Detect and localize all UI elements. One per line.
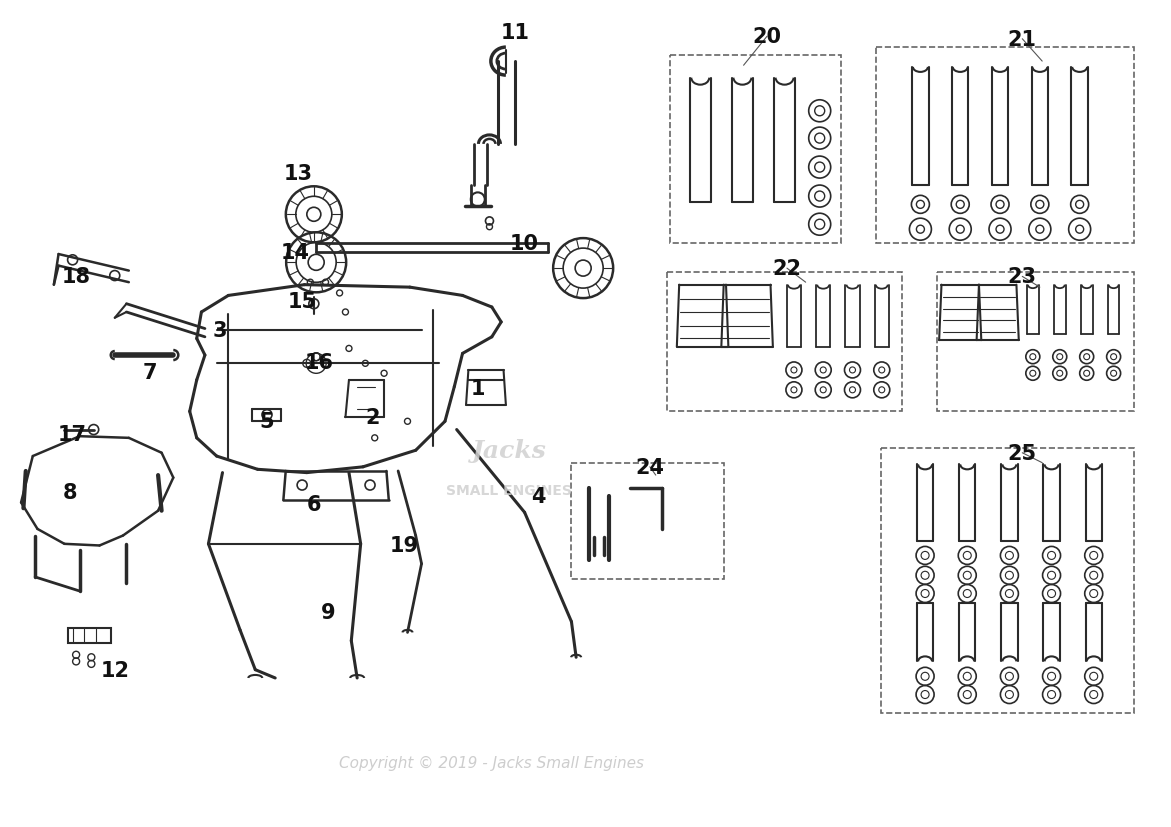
Text: 19: 19 [390,536,418,556]
Text: 23: 23 [1008,267,1036,287]
Text: 17: 17 [59,424,87,444]
Text: 5: 5 [260,412,274,432]
Text: 10: 10 [511,234,539,254]
Text: 1: 1 [471,379,485,399]
Bar [571,463,724,579]
Text: 3: 3 [213,321,227,341]
Text: 21: 21 [1008,30,1036,50]
Text: 18: 18 [62,267,90,287]
Text: 22: 22 [773,259,801,279]
Text: SMALL ENGINES: SMALL ENGINES [446,484,573,497]
Text: Jacks: Jacks [472,439,547,462]
Text: 12: 12 [101,660,129,680]
Text: 15: 15 [288,292,316,312]
Text: 20: 20 [753,27,781,47]
Bar [68,629,111,643]
Text: Copyright © 2019 - Jacks Small Engines: Copyright © 2019 - Jacks Small Engines [340,755,644,770]
Text: 24: 24 [636,457,664,477]
Text: 11: 11 [501,23,529,43]
Text: 6: 6 [307,495,321,514]
Text: 8: 8 [63,482,77,502]
Text: 14: 14 [281,242,309,262]
Bar [937,273,1134,412]
Text: 13: 13 [285,164,313,184]
Text: 7: 7 [143,362,157,382]
Text: 16: 16 [306,352,334,372]
Bar [876,48,1134,244]
Text: 25: 25 [1008,443,1036,463]
Bar [881,448,1134,713]
Text: 4: 4 [532,486,546,506]
Text: 2: 2 [365,408,379,428]
Bar [670,56,841,244]
Bar [667,273,902,412]
Text: 9: 9 [321,602,335,622]
